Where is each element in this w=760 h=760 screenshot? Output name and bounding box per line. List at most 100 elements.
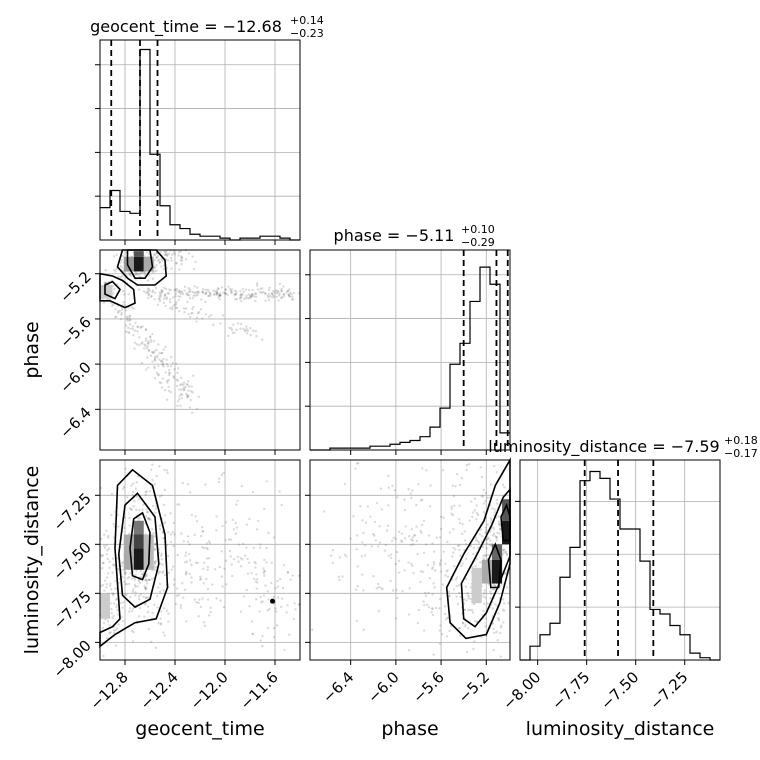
sample-point: [143, 615, 146, 618]
sample-point: [492, 532, 496, 536]
sample-point: [102, 544, 106, 548]
x-tick-label: −6.4: [319, 668, 357, 706]
sample-point: [117, 567, 120, 571]
sample-point: [507, 601, 510, 605]
sample-point: [166, 259, 170, 262]
sample-point: [131, 482, 135, 485]
sample-point: [101, 583, 105, 587]
sample-point: [215, 529, 218, 532]
sample-point: [117, 623, 120, 626]
sample-point: [242, 290, 245, 294]
sample-point: [397, 559, 401, 563]
sample-point: [178, 309, 181, 313]
sample-point: [484, 554, 487, 557]
sample-point: [177, 289, 181, 292]
sample-point: [401, 590, 404, 593]
sample-point: [106, 549, 109, 552]
density-cell: [481, 560, 492, 584]
sample-point: [275, 295, 278, 298]
sample-point: [140, 342, 143, 345]
sample-point: [485, 528, 488, 532]
sample-point: [155, 256, 158, 259]
sample-point: [186, 293, 189, 296]
sample-point: [480, 636, 483, 639]
sample-point: [206, 547, 209, 551]
sample-point: [364, 521, 368, 525]
sample-point: [110, 492, 114, 496]
sample-point: [194, 294, 197, 297]
sample-point: [186, 383, 189, 387]
sample-point: [144, 339, 148, 342]
sample-point: [182, 381, 186, 384]
sample-point: [245, 523, 249, 526]
sample-point: [189, 398, 192, 402]
sample-point: [218, 565, 222, 569]
sample-point: [280, 503, 283, 507]
sample-point: [486, 602, 489, 605]
sample-point: [121, 487, 125, 490]
sample-point: [421, 467, 424, 470]
sample-point: [278, 282, 282, 285]
sample-point: [108, 560, 111, 564]
sample-point: [223, 291, 227, 295]
sample-point: [184, 573, 188, 576]
sample-point: [465, 599, 468, 602]
sample-point: [496, 531, 499, 535]
sample-point: [121, 576, 124, 579]
sample-point: [450, 507, 453, 511]
sample-point: [153, 482, 157, 486]
contour-outer: [99, 468, 169, 648]
sample-point: [118, 309, 122, 313]
sample-point: [165, 254, 169, 257]
sample-point: [149, 468, 153, 471]
sample-point: [480, 534, 484, 538]
sample-point: [446, 540, 449, 544]
sample-point: [355, 534, 359, 537]
sample-point: [484, 617, 487, 620]
sample-point: [464, 585, 468, 588]
sample-point: [427, 606, 431, 609]
sample-point: [134, 594, 137, 597]
sample-point: [483, 592, 486, 595]
sample-point: [492, 627, 495, 630]
sample-point: [144, 575, 147, 578]
sample-point: [147, 349, 151, 352]
sample-point: [228, 549, 232, 553]
sample-point: [191, 296, 194, 300]
sample-point: [136, 325, 139, 329]
sample-point: [411, 489, 414, 492]
sample-point: [504, 571, 507, 574]
sample-point: [199, 578, 202, 581]
sample-point: [153, 350, 156, 353]
sample-point: [163, 514, 167, 517]
sample-point: [159, 562, 162, 566]
sample-point: [429, 484, 432, 487]
sample-point: [157, 297, 161, 301]
sample-point: [234, 292, 238, 296]
sample-point: [341, 575, 344, 578]
sample-point: [286, 571, 290, 574]
contour-outer-left: [99, 272, 136, 309]
sample-point: [138, 343, 141, 347]
sample-point: [151, 528, 154, 531]
sample-point: [177, 291, 181, 294]
sample-point: [153, 291, 157, 294]
sample-point: [171, 530, 175, 534]
sample-point: [234, 298, 237, 301]
sample-point: [361, 541, 364, 544]
sample-point: [129, 327, 132, 330]
sample-point: [153, 358, 156, 361]
sample-point: [102, 621, 106, 625]
sample-point: [484, 526, 488, 529]
sample-point: [156, 354, 159, 357]
sample-point: [235, 503, 238, 506]
sample-point: [261, 287, 264, 290]
sample-point: [450, 512, 453, 516]
sample-point: [209, 313, 213, 317]
sample-point: [156, 373, 160, 376]
sample-point: [223, 567, 226, 571]
sample-point: [450, 505, 453, 509]
sample-point: [419, 570, 423, 573]
sample-point: [186, 396, 189, 399]
